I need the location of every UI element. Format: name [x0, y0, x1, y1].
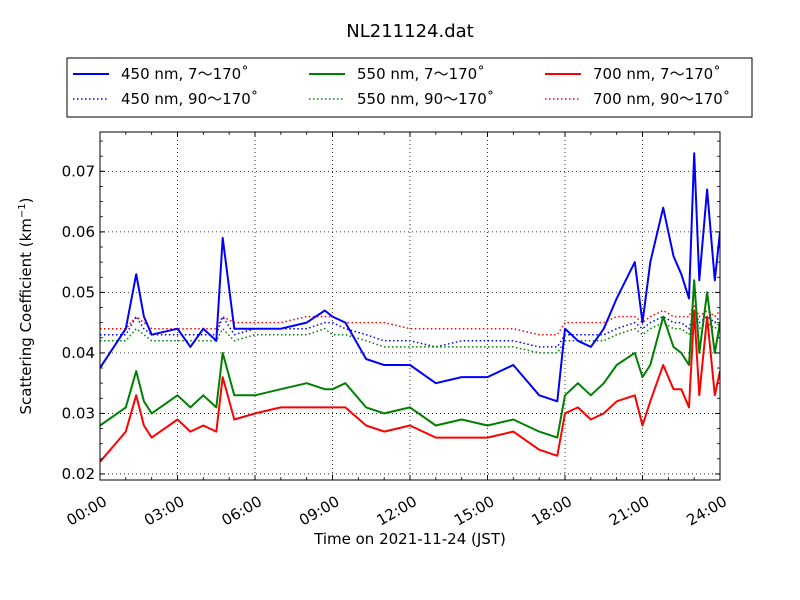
x-tick-label: 12:00 [374, 492, 420, 529]
x-axis-title: Time on 2021-11-24 (JST) [313, 530, 506, 548]
legend-label-4: 700 nm, 7～170˚ [593, 65, 721, 83]
y-axis-title-main: Scattering Coefficient (km [17, 218, 35, 414]
grid-lines [100, 132, 720, 480]
y-tick-label: 0.07 [62, 162, 95, 180]
chart-legend: 450 nm, 7～170˚ 450 nm, 90～170˚ 550 nm, 7～1… [66, 57, 753, 118]
series-line-0 [100, 152, 720, 403]
x-tick-label: 18:00 [529, 492, 575, 529]
y-tick-label: 0.03 [62, 404, 95, 422]
series-line-3 [100, 315, 720, 354]
y-tick-label: 0.04 [62, 344, 95, 362]
series-line-2 [100, 279, 720, 439]
series-layer [100, 152, 720, 463]
chart-title: NL211124.dat [346, 21, 473, 42]
plot-background [100, 132, 720, 480]
axis-ticks [99, 132, 721, 480]
x-tick-label: 09:00 [296, 492, 342, 529]
x-tick-label: 03:00 [141, 492, 187, 529]
y-axis-title: Scattering Coefficient (km−1) [17, 197, 35, 414]
x-tick-label: 24:00 [684, 492, 730, 529]
y-tick-label: 0.02 [62, 465, 95, 483]
legend-label-0: 450 nm, 7～170˚ [121, 65, 249, 83]
plot-area [99, 131, 721, 481]
y-axis-title-close: ) [17, 197, 35, 203]
legend-label-3: 550 nm, 90～170˚ [357, 90, 494, 108]
x-tick-label: 00:00 [64, 492, 110, 529]
x-tick-label: 21:00 [606, 492, 652, 529]
series-line-4 [100, 309, 720, 463]
legend-label-5: 700 nm, 90～170˚ [593, 90, 730, 108]
y-axis-title-superscript: −1 [17, 203, 28, 218]
y-tick-label: 0.05 [62, 283, 95, 301]
x-tick-label: 06:00 [219, 492, 265, 529]
legend-frame [66, 57, 753, 118]
legend-label-1: 450 nm, 90～170˚ [121, 90, 258, 108]
y-tick-label: 0.06 [62, 223, 95, 241]
x-tick-label: 15:00 [451, 492, 497, 529]
legend-label-2: 550 nm, 7～170˚ [357, 65, 485, 83]
